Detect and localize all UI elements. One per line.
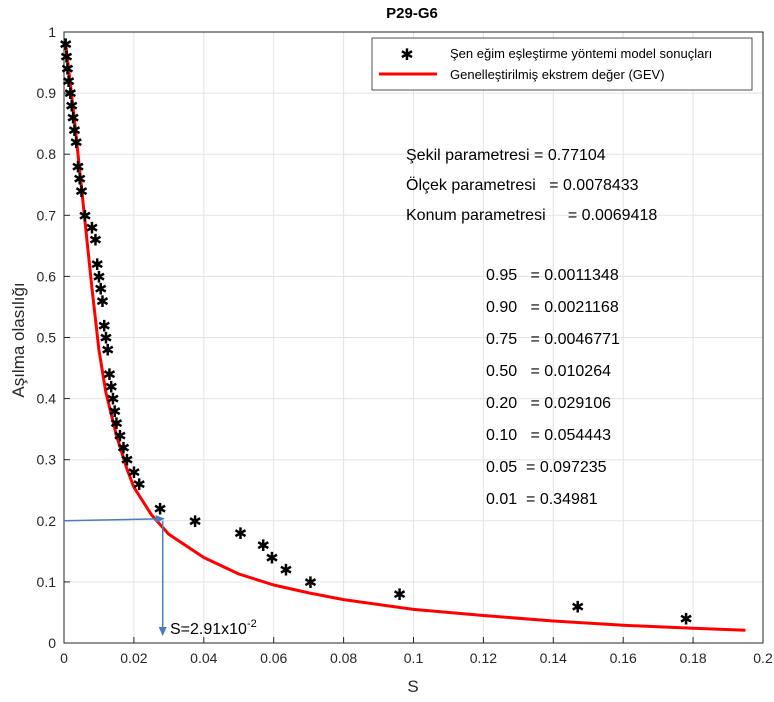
model-data-point: ✱ xyxy=(132,475,145,494)
model-data-point: ✱ xyxy=(257,536,270,555)
x-tick-label: 0.08 xyxy=(330,650,357,666)
model-data-point: ✱ xyxy=(99,329,112,348)
model-data-point: ✱ xyxy=(71,157,84,176)
model-data-point: ✱ xyxy=(113,426,126,445)
model-data-point: ✱ xyxy=(153,500,166,519)
y-tick-label: 0.3 xyxy=(37,452,57,468)
model-data-point: ✱ xyxy=(110,414,123,433)
s-value-annotation: S=2.91x10-2 xyxy=(170,618,257,638)
legend-box xyxy=(371,37,753,91)
x-tick-label: 0 xyxy=(60,650,68,666)
model-data-point: ✱ xyxy=(101,341,114,360)
model-data-point: ✱ xyxy=(571,597,584,616)
model-data-point: ✱ xyxy=(61,60,74,79)
x-tick-label: 0.16 xyxy=(610,650,637,666)
s-value-main-text: S=2.91x10 xyxy=(170,621,247,638)
x-tick-label: 0.06 xyxy=(260,650,287,666)
model-data-point: ✱ xyxy=(188,512,201,531)
x-tick-label: 0.1 xyxy=(404,650,424,666)
model-data-point: ✱ xyxy=(103,365,116,384)
model-data-point: ✱ xyxy=(85,219,98,238)
model-data-point: ✱ xyxy=(108,402,121,421)
quantile-010-text: 0.10 = 0.054443 xyxy=(486,427,611,444)
y-tick-label: 0.5 xyxy=(37,330,57,346)
model-data-point: ✱ xyxy=(64,84,77,103)
quantile-005-text: 0.05 = 0.097235 xyxy=(486,459,607,476)
model-points-layer: ✱✱✱✱✱✱✱✱✱✱✱✱✱✱✱✱✱✱✱✱✱✱✱✱✱✱✱✱✱✱✱✱✱✱✱✱✱✱✱✱… xyxy=(59,35,693,628)
model-data-point: ✱ xyxy=(66,109,79,128)
model-data-point: ✱ xyxy=(117,438,130,457)
model-data-point: ✱ xyxy=(75,182,88,201)
model-data-point: ✱ xyxy=(94,280,107,299)
gev-curve-layer xyxy=(64,44,746,632)
x-tick-label: 0.14 xyxy=(540,650,567,666)
model-data-point: ✱ xyxy=(70,133,83,152)
x-tick-label: 0.04 xyxy=(190,650,217,666)
axis-ticks: 0 0.02 0.04 0.06 0.08 0.1 0.12 0.14 0.16 0.18 0.20… xyxy=(37,24,773,666)
x-axis-label: S xyxy=(407,677,418,696)
quantile-075-text: 0.75 = 0.0046771 xyxy=(486,331,620,348)
y-tick-label: 1 xyxy=(48,24,56,40)
legend-entry-gev: Genelleştirilmiş ekstrem değer (GEV) xyxy=(450,67,665,82)
quantile-annotations: 0.95 = 0.0011348 0.90 = 0.0021168 0.75 =… xyxy=(486,267,620,508)
gev-curve-line xyxy=(64,44,746,632)
model-data-point: ✱ xyxy=(265,548,278,567)
model-data-point: ✱ xyxy=(65,96,78,115)
chart-title: P29-G6 xyxy=(386,5,438,22)
x-tick-label: 0.02 xyxy=(120,650,147,666)
model-data-point: ✱ xyxy=(59,35,72,54)
x-tick-label: 0.2 xyxy=(753,650,773,666)
s-value-exponent-text: -2 xyxy=(247,618,257,630)
y-tick-label: 0.6 xyxy=(37,268,57,284)
model-data-point: ✱ xyxy=(127,463,140,482)
annotation-arrows xyxy=(63,514,167,636)
model-data-point: ✱ xyxy=(73,170,86,189)
parameter-annotations: Şekil parametresi = 0.77104 Ölçek parame… xyxy=(406,147,657,224)
quantile-090-text: 0.90 = 0.0021168 xyxy=(486,299,619,316)
legend: ✱ Şen eğim eşleştirme yöntemi model sonu… xyxy=(371,37,753,91)
legend-entry-model-results: Şen eğim eşleştirme yöntemi model sonuçl… xyxy=(450,46,712,61)
model-data-point: ✱ xyxy=(120,451,133,470)
model-data-point: ✱ xyxy=(60,47,73,66)
y-tick-label: 0.9 xyxy=(37,85,57,101)
model-data-point: ✱ xyxy=(279,561,292,580)
model-data-point: ✱ xyxy=(78,206,91,225)
model-data-point: ✱ xyxy=(96,292,109,311)
model-data-point: ✱ xyxy=(89,231,102,250)
model-data-point: ✱ xyxy=(62,72,75,91)
model-data-point: ✱ xyxy=(393,585,406,604)
shape-parameter-text: Şekil parametresi = 0.77104 xyxy=(406,147,606,164)
y-tick-label: 0.7 xyxy=(37,207,57,223)
model-data-point: ✱ xyxy=(68,121,81,140)
y-tick-label: 0.2 xyxy=(37,513,57,529)
x-tick-label: 0.18 xyxy=(679,650,706,666)
quantile-050-text: 0.50 = 0.010264 xyxy=(486,363,611,380)
y-tick-label: 0.1 xyxy=(37,574,57,590)
legend-marker-asterisk: ✱ xyxy=(400,45,413,64)
scale-parameter-text: Ölçek parametresi = 0.0078433 xyxy=(406,176,639,194)
location-parameter-text: Konum parametresi = 0.0069418 xyxy=(406,207,657,224)
x-tick-label: 0.12 xyxy=(470,650,497,666)
quantile-001-text: 0.01 = 0.34981 xyxy=(486,491,598,508)
model-data-point: ✱ xyxy=(97,316,110,335)
model-data-point: ✱ xyxy=(234,524,247,543)
model-data-point: ✱ xyxy=(106,390,119,409)
quantile-095-text: 0.95 = 0.0011348 xyxy=(486,267,619,284)
y-tick-label: 0.8 xyxy=(37,146,57,162)
horizontal-arrow xyxy=(63,514,165,523)
model-data-point: ✱ xyxy=(679,610,692,629)
y-tick-label: 0.4 xyxy=(37,391,57,407)
y-tick-label: 0 xyxy=(48,635,56,651)
model-data-point: ✱ xyxy=(104,377,117,396)
model-data-point: ✱ xyxy=(92,267,105,286)
quantile-020-text: 0.20 = 0.029106 xyxy=(486,395,611,412)
model-data-point: ✱ xyxy=(90,255,103,274)
model-data-point: ✱ xyxy=(304,573,317,592)
y-axis-label: Aşılma olasılığı xyxy=(9,282,28,397)
